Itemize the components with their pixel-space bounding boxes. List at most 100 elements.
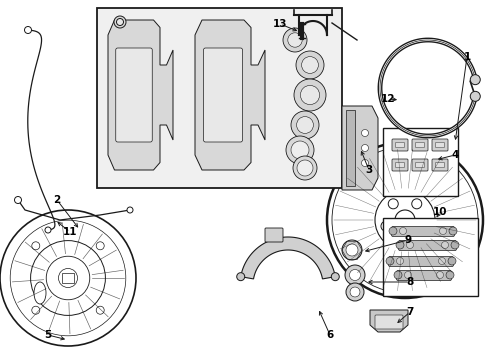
FancyBboxPatch shape	[62, 273, 74, 283]
Text: 4: 4	[450, 150, 458, 160]
Circle shape	[395, 241, 403, 249]
Text: 3: 3	[365, 165, 372, 175]
Circle shape	[380, 221, 390, 231]
Circle shape	[292, 156, 316, 180]
FancyBboxPatch shape	[264, 228, 283, 242]
Circle shape	[448, 227, 456, 235]
FancyBboxPatch shape	[431, 159, 447, 171]
FancyBboxPatch shape	[411, 159, 427, 171]
Circle shape	[385, 257, 393, 265]
FancyBboxPatch shape	[97, 8, 341, 188]
Circle shape	[295, 51, 324, 79]
Circle shape	[399, 235, 409, 245]
Text: 13: 13	[272, 19, 286, 29]
Circle shape	[447, 257, 455, 265]
Circle shape	[15, 197, 21, 203]
Text: 7: 7	[406, 307, 413, 317]
Circle shape	[469, 91, 479, 101]
FancyBboxPatch shape	[431, 139, 447, 151]
Text: 11: 11	[62, 227, 77, 237]
Polygon shape	[346, 110, 354, 186]
Circle shape	[32, 306, 40, 314]
Polygon shape	[240, 237, 335, 279]
Circle shape	[394, 210, 414, 230]
Circle shape	[296, 160, 312, 176]
FancyBboxPatch shape	[411, 139, 427, 151]
Circle shape	[341, 240, 361, 260]
Circle shape	[24, 27, 31, 33]
Circle shape	[361, 144, 368, 152]
Circle shape	[300, 85, 319, 105]
FancyBboxPatch shape	[415, 143, 424, 148]
FancyBboxPatch shape	[435, 162, 444, 167]
FancyBboxPatch shape	[116, 48, 152, 142]
Circle shape	[450, 241, 458, 249]
Circle shape	[411, 199, 421, 209]
FancyBboxPatch shape	[391, 139, 407, 151]
Circle shape	[96, 306, 104, 314]
Circle shape	[45, 227, 51, 233]
Circle shape	[283, 28, 306, 52]
Circle shape	[346, 283, 363, 301]
FancyBboxPatch shape	[398, 240, 456, 251]
Circle shape	[349, 270, 360, 280]
FancyBboxPatch shape	[387, 256, 452, 266]
Circle shape	[285, 136, 313, 164]
Circle shape	[236, 273, 244, 281]
Circle shape	[0, 210, 136, 346]
Circle shape	[418, 221, 428, 231]
Text: 12: 12	[380, 94, 394, 104]
Circle shape	[399, 228, 406, 234]
Polygon shape	[108, 20, 173, 170]
Circle shape	[345, 265, 364, 285]
FancyBboxPatch shape	[382, 128, 457, 196]
Circle shape	[116, 18, 123, 26]
Text: 5: 5	[44, 330, 52, 340]
FancyBboxPatch shape	[203, 48, 242, 142]
Text: 6: 6	[325, 330, 333, 340]
Text: 8: 8	[406, 277, 413, 287]
Circle shape	[287, 33, 302, 47]
Circle shape	[439, 228, 446, 234]
Circle shape	[436, 271, 443, 279]
Text: 2: 2	[53, 195, 61, 205]
FancyBboxPatch shape	[391, 159, 407, 171]
Circle shape	[393, 271, 401, 279]
Circle shape	[349, 287, 359, 297]
Circle shape	[346, 244, 357, 256]
FancyBboxPatch shape	[415, 162, 424, 167]
Polygon shape	[195, 20, 264, 170]
FancyBboxPatch shape	[396, 270, 450, 280]
Circle shape	[404, 271, 411, 279]
Circle shape	[114, 16, 126, 28]
Polygon shape	[369, 310, 407, 332]
Circle shape	[406, 242, 413, 248]
Circle shape	[127, 207, 133, 213]
Circle shape	[296, 117, 313, 134]
Circle shape	[301, 57, 318, 73]
Circle shape	[361, 159, 368, 166]
Circle shape	[441, 242, 447, 248]
FancyBboxPatch shape	[374, 315, 402, 329]
Circle shape	[388, 227, 396, 235]
Text: 9: 9	[404, 235, 411, 245]
Text: 1: 1	[463, 52, 469, 62]
Circle shape	[438, 257, 445, 265]
Circle shape	[387, 199, 397, 209]
Circle shape	[396, 257, 403, 265]
FancyBboxPatch shape	[435, 143, 444, 148]
Circle shape	[330, 273, 339, 281]
Text: 10: 10	[432, 207, 447, 217]
Circle shape	[290, 141, 308, 159]
Circle shape	[96, 242, 104, 250]
Circle shape	[32, 242, 40, 250]
Circle shape	[469, 75, 479, 85]
FancyBboxPatch shape	[391, 226, 453, 237]
Circle shape	[290, 111, 318, 139]
Circle shape	[361, 130, 368, 136]
FancyBboxPatch shape	[395, 143, 404, 148]
Circle shape	[293, 79, 325, 111]
FancyBboxPatch shape	[382, 218, 477, 296]
Ellipse shape	[34, 282, 46, 304]
FancyBboxPatch shape	[395, 162, 404, 167]
